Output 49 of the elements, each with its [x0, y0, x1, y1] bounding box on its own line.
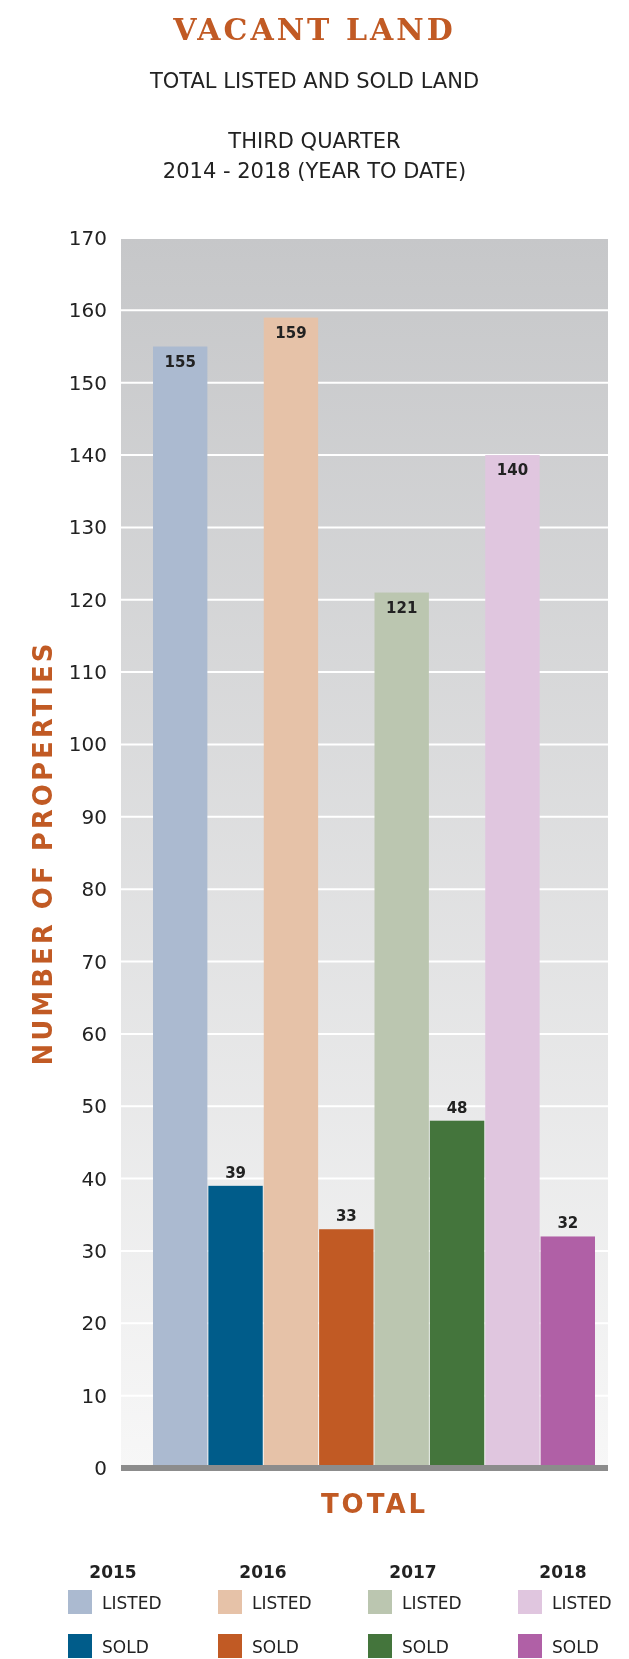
chart-title: VACANT LAND [172, 12, 456, 47]
bar [485, 455, 540, 1468]
text: 2015 [89, 1562, 137, 1582]
y-tick-label: 80 [81, 877, 107, 902]
y-tick-label: 170 [68, 226, 107, 250]
y-tick-label: 90 [81, 804, 107, 829]
y-tick-label: 100 [68, 732, 107, 757]
bar [263, 317, 319, 1468]
y-tick-label: 110 [68, 660, 107, 685]
data-label: 32 [557, 1214, 579, 1233]
data-label: 159 [275, 323, 307, 342]
data-label: 155 [164, 352, 196, 371]
y-tick-label: 20 [81, 1311, 107, 1336]
x-tick-label: TOTAL [320, 1489, 429, 1519]
data-label: 33 [335, 1207, 357, 1226]
y-tick-label: 30 [81, 1238, 107, 1263]
y-tick-label: 150 [68, 370, 107, 395]
data-label: 121 [386, 598, 418, 617]
legend-label: SOLD [402, 1637, 449, 1657]
bar [429, 1120, 485, 1468]
y-tick-label: 120 [68, 587, 107, 612]
y-tick-label: 130 [68, 515, 107, 540]
text: TOTAL LISTED AND SOLD LAND THIRD QUARTER 2014 - 2018 (YEAR TO DATE) [149, 69, 480, 183]
text: 2016 [239, 1562, 287, 1582]
data-label: 140 [496, 461, 529, 480]
y-tick-label: 40 [81, 1166, 107, 1191]
legend-label: LISTED [252, 1593, 312, 1613]
legend-label: LISTED [102, 1593, 162, 1613]
bar [374, 592, 429, 1468]
y-tick-label: 50 [81, 1094, 107, 1119]
text: 2017 [389, 1562, 437, 1582]
bar [208, 1185, 263, 1468]
legend-label: LISTED [552, 1593, 612, 1613]
y-tick-label: 160 [68, 298, 107, 323]
bar [153, 346, 208, 1468]
legend-label: SOLD [102, 1637, 149, 1657]
legend-label: SOLD [552, 1637, 599, 1657]
text: 2018 [539, 1562, 587, 1582]
legend-label: LISTED [402, 1593, 462, 1613]
y-tick-label: 60 [81, 1021, 107, 1046]
legend-label: SOLD [252, 1637, 299, 1657]
y-tick-label: 70 [81, 949, 107, 974]
y-tick-label: 140 [68, 443, 107, 468]
y-tick-label: 10 [81, 1383, 107, 1408]
bar [540, 1236, 595, 1468]
data-label: 39 [225, 1163, 246, 1182]
data-label: 48 [446, 1098, 468, 1117]
y-axis-title: NUMBER OF PROPERTIES [28, 640, 58, 1066]
y-tick-label: 0 [94, 1456, 107, 1480]
